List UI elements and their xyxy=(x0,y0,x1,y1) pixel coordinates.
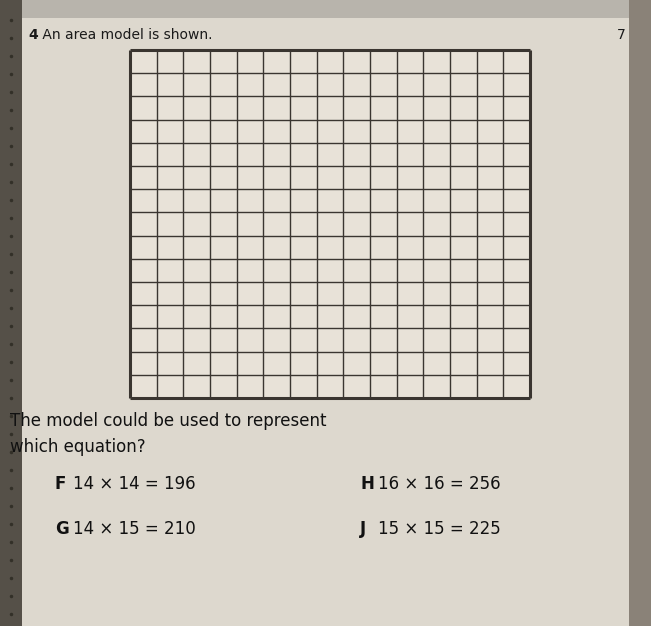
Bar xyxy=(0,0,22,626)
Text: 16 × 16 = 256: 16 × 16 = 256 xyxy=(378,475,501,493)
Text: F: F xyxy=(55,475,66,493)
Text: 14 × 14 = 196: 14 × 14 = 196 xyxy=(73,475,195,493)
Text: An area model is shown.: An area model is shown. xyxy=(38,28,212,42)
Text: which equation?: which equation? xyxy=(10,438,146,456)
Text: 14 × 15 = 210: 14 × 15 = 210 xyxy=(73,520,196,538)
Text: The model could be used to represent: The model could be used to represent xyxy=(10,412,327,430)
Text: J: J xyxy=(360,520,366,538)
Bar xyxy=(629,0,651,626)
Bar xyxy=(130,50,530,398)
Text: 4: 4 xyxy=(28,28,38,42)
Bar xyxy=(22,0,629,18)
Text: G: G xyxy=(55,520,69,538)
Text: 15 × 15 = 225: 15 × 15 = 225 xyxy=(378,520,501,538)
Text: H: H xyxy=(360,475,374,493)
Text: 7: 7 xyxy=(617,28,626,42)
